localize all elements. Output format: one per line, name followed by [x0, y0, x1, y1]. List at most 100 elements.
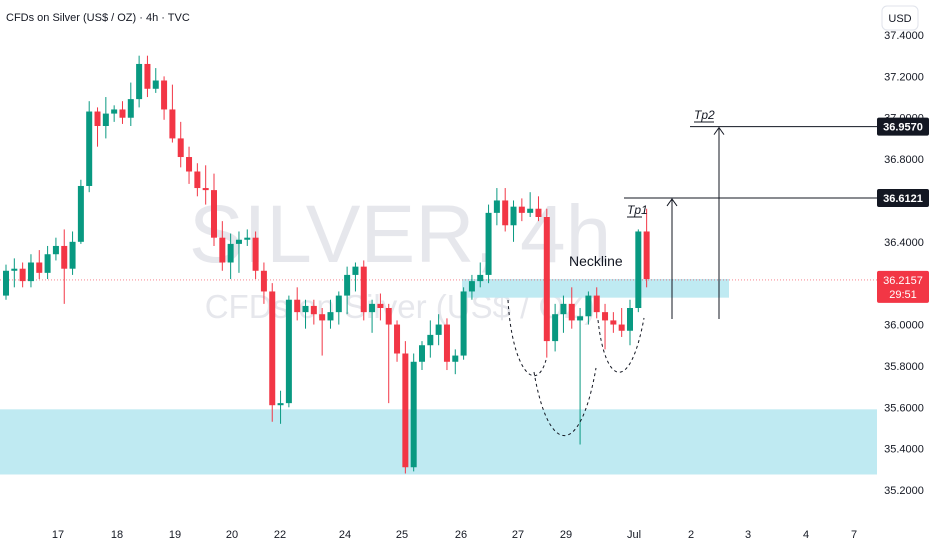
- x-tick-label: 27: [512, 529, 524, 541]
- candle-body: [369, 303, 376, 313]
- currency-button-box[interactable]: [881, 5, 919, 31]
- tp2-price-text: 36.9570: [883, 122, 923, 134]
- chart-title: CFDs on Silver (US$ / OZ) · 4h · TVC: [6, 12, 190, 24]
- y-tick-label: 35.8000: [884, 361, 924, 373]
- candle-body: [186, 157, 193, 172]
- x-tick-label: Jul: [627, 529, 641, 541]
- candle-body: [44, 254, 51, 273]
- candle-body: [585, 295, 592, 317]
- candle-body: [402, 353, 409, 468]
- candle-body: [161, 80, 168, 110]
- tp1-price-text: 36.6121: [883, 193, 923, 205]
- candle-body: [427, 334, 434, 346]
- candle-body: [69, 241, 76, 269]
- candle-body: [119, 109, 126, 118]
- tp1-arrow-head: [666, 198, 678, 207]
- candle-body: [252, 237, 259, 271]
- tp1-price-label: 36.6121: [877, 188, 929, 207]
- y-tick-label: 36.0000: [884, 320, 924, 332]
- y-tick-label: 36.8000: [884, 154, 924, 166]
- y-tick-label: 35.4000: [884, 444, 924, 456]
- candle-body: [302, 305, 309, 313]
- candle-body: [460, 291, 467, 356]
- candle-body: [618, 324, 625, 331]
- candle-body: [410, 361, 417, 468]
- candle-body: [610, 320, 617, 325]
- currency-button[interactable]: USD: [888, 13, 911, 25]
- candle-body: [502, 200, 509, 226]
- y-tick-label: 37.4000: [884, 30, 924, 42]
- x-tick-label: 7: [851, 529, 857, 541]
- neckline-label: Neckline: [569, 253, 623, 269]
- candle-body: [177, 138, 184, 158]
- candle-body: [94, 111, 101, 126]
- candle-body: [602, 312, 609, 321]
- candle-body: [552, 314, 559, 342]
- candle-body: [269, 291, 276, 406]
- candle-body: [235, 239, 242, 244]
- candle-body: [211, 190, 217, 238]
- candle-body: [627, 308, 633, 331]
- y-tick-label: 36.4000: [884, 237, 924, 249]
- candle-body: [169, 109, 176, 139]
- tp2-label: Tp2: [694, 108, 715, 122]
- candle-body: [86, 111, 93, 186]
- candle-body: [102, 113, 109, 126]
- candle-body: [52, 245, 59, 255]
- tp2-price-label: 36.9570: [877, 117, 929, 136]
- candle-body: [36, 262, 43, 273]
- last-price-text: 36.2157: [883, 275, 923, 287]
- candle-body: [635, 231, 642, 308]
- candle-body: [136, 63, 143, 100]
- candle-body: [443, 324, 450, 362]
- x-tick-label: 25: [396, 529, 408, 541]
- candle-body: [468, 281, 475, 292]
- candle-body: [260, 270, 267, 292]
- candle-body: [577, 316, 584, 321]
- candle-body: [152, 80, 159, 89]
- candle-body: [227, 243, 234, 263]
- candle-body: [344, 274, 351, 296]
- candle-body: [202, 188, 209, 191]
- x-tick-label: 20: [226, 529, 238, 541]
- candle-body: [560, 303, 567, 315]
- candle-body: [452, 355, 459, 362]
- x-tick-label: 22: [274, 529, 286, 541]
- candle-body: [3, 270, 9, 296]
- x-tick-label: 24: [339, 529, 351, 541]
- y-tick-label: 35.2000: [884, 485, 924, 497]
- candle-body: [518, 206, 525, 213]
- left-shoulder-curve: [507, 299, 547, 377]
- candle-body: [319, 314, 326, 321]
- candle-body: [77, 185, 84, 242]
- candle-body: [194, 171, 201, 189]
- candle-body: [377, 303, 384, 308]
- countdown-text: 29:51: [889, 289, 917, 301]
- candle-body: [352, 266, 359, 275]
- candle-body: [327, 312, 334, 321]
- tp2-arrow-head: [713, 126, 725, 135]
- candle-body: [643, 231, 650, 280]
- x-tick-label: 18: [111, 529, 123, 541]
- y-tick-label: 35.6000: [884, 402, 924, 414]
- candle-body: [285, 299, 292, 404]
- candle-body: [535, 208, 542, 217]
- candle-body: [527, 208, 534, 213]
- candle-body: [294, 299, 301, 313]
- candle-body: [477, 274, 484, 282]
- y-tick-label: 37.2000: [884, 71, 924, 83]
- x-tick-label: 29: [560, 529, 572, 541]
- candle-body: [510, 206, 517, 226]
- candle-body: [111, 109, 118, 114]
- candle-body: [11, 268, 18, 271]
- candle-body: [360, 266, 367, 313]
- x-tick-label: 4: [803, 529, 809, 541]
- candle-body: [335, 295, 342, 313]
- candle-body: [385, 308, 392, 325]
- x-tick-label: 3: [745, 529, 751, 541]
- candle-body: [485, 212, 492, 275]
- candle-body: [435, 324, 442, 335]
- candle-body: [144, 63, 151, 89]
